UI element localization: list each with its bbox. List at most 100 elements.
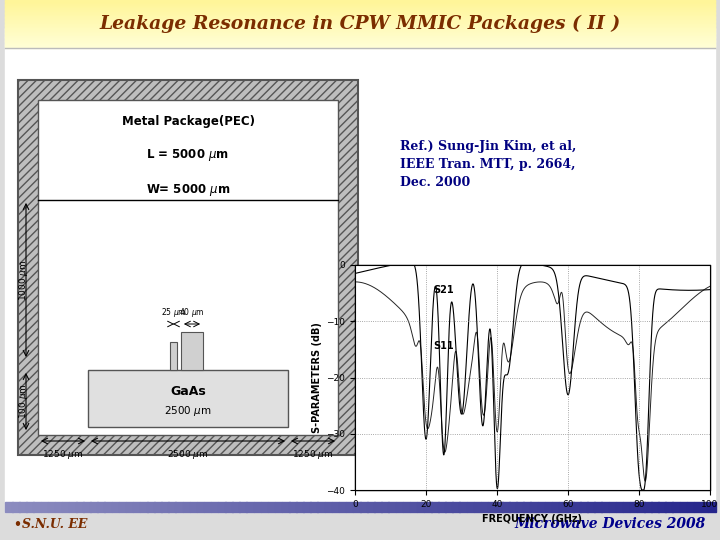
Bar — [5, 6, 715, 8]
Text: GaAs: GaAs — [170, 385, 206, 398]
Bar — [211, 502, 218, 512]
Bar — [197, 502, 204, 512]
Text: 25 $\mu$m: 25 $\mu$m — [161, 306, 186, 319]
Text: 2500 $\mu$m: 2500 $\mu$m — [167, 448, 209, 461]
Bar — [523, 502, 531, 512]
Bar — [5, 18, 715, 19]
Bar — [601, 502, 609, 512]
Bar — [318, 502, 325, 512]
Bar — [12, 502, 19, 512]
Bar — [5, 42, 715, 43]
Bar — [445, 502, 453, 512]
Bar — [5, 44, 715, 45]
Bar — [5, 39, 715, 40]
Bar — [5, 11, 715, 12]
Bar — [189, 502, 197, 512]
Bar — [516, 502, 524, 512]
Bar — [481, 502, 488, 512]
Bar — [5, 5, 715, 6]
Bar — [474, 502, 481, 512]
Bar — [132, 502, 140, 512]
Bar — [83, 502, 91, 512]
Bar — [708, 502, 716, 512]
Bar — [147, 502, 155, 512]
Bar — [161, 502, 168, 512]
Bar — [5, 0, 715, 1]
Text: Microwave Devices 2008: Microwave Devices 2008 — [515, 517, 706, 531]
Bar — [325, 502, 332, 512]
Bar — [5, 10, 715, 11]
Bar — [417, 502, 424, 512]
Bar — [5, 2, 715, 3]
Text: IEEE Tran. MTT, p. 2664,: IEEE Tran. MTT, p. 2664, — [400, 158, 575, 171]
Bar — [5, 32, 715, 33]
Bar — [154, 502, 162, 512]
Bar — [119, 502, 126, 512]
Bar — [544, 502, 552, 512]
Bar — [104, 502, 112, 512]
Bar — [5, 6, 715, 7]
Bar — [182, 502, 190, 512]
Bar — [5, 44, 715, 45]
Bar — [5, 24, 715, 25]
Bar — [5, 1, 715, 2]
Bar — [5, 43, 715, 44]
Bar — [382, 502, 389, 512]
Bar — [27, 502, 34, 512]
Bar — [495, 502, 503, 512]
Bar — [594, 502, 602, 512]
Bar — [5, 33, 715, 35]
Bar — [76, 502, 84, 512]
Bar — [5, 25, 715, 26]
Text: •S.N.U. EE: •S.N.U. EE — [14, 517, 87, 530]
Bar — [459, 502, 467, 512]
Bar — [623, 502, 630, 512]
Bar — [5, 31, 715, 33]
Bar — [693, 502, 701, 512]
Bar — [5, 36, 715, 37]
Bar — [580, 502, 588, 512]
Bar — [5, 38, 715, 39]
Bar — [246, 502, 254, 512]
Bar — [5, 36, 715, 38]
Bar — [5, 15, 715, 16]
Bar — [608, 502, 616, 512]
Bar — [346, 502, 354, 512]
Bar — [5, 28, 715, 512]
Bar — [701, 502, 708, 512]
Text: Leakage Resonance in CPW MMIC Packages ( II ): Leakage Resonance in CPW MMIC Packages (… — [99, 15, 621, 33]
Bar — [566, 502, 574, 512]
Bar — [467, 502, 474, 512]
Bar — [588, 502, 595, 512]
Bar — [176, 502, 183, 512]
Bar — [452, 502, 460, 512]
Bar — [170, 342, 177, 370]
Bar — [5, 11, 715, 13]
Bar — [388, 502, 396, 512]
Text: Ref.) Sung-Jin Kim, et al,: Ref.) Sung-Jin Kim, et al, — [400, 140, 577, 153]
Text: 1000 $\mu$m: 1000 $\mu$m — [17, 259, 30, 301]
Bar — [5, 1, 715, 2]
Bar — [253, 502, 261, 512]
Bar — [55, 502, 63, 512]
Bar — [5, 46, 715, 47]
Bar — [140, 502, 148, 512]
Bar — [5, 39, 715, 41]
Bar — [531, 502, 538, 512]
Bar — [5, 4, 715, 5]
Bar — [18, 80, 358, 455]
Bar — [5, 45, 715, 46]
Bar — [5, 8, 715, 10]
Bar — [637, 502, 644, 512]
Bar — [573, 502, 580, 512]
Bar — [5, 28, 715, 29]
Bar — [395, 502, 403, 512]
Bar — [275, 502, 282, 512]
Bar — [5, 35, 715, 36]
Bar — [88, 370, 288, 427]
Bar — [204, 502, 212, 512]
Bar — [5, 16, 715, 17]
Bar — [48, 502, 55, 512]
Text: 2500 $\mu$m: 2500 $\mu$m — [164, 404, 212, 418]
Bar — [268, 502, 275, 512]
